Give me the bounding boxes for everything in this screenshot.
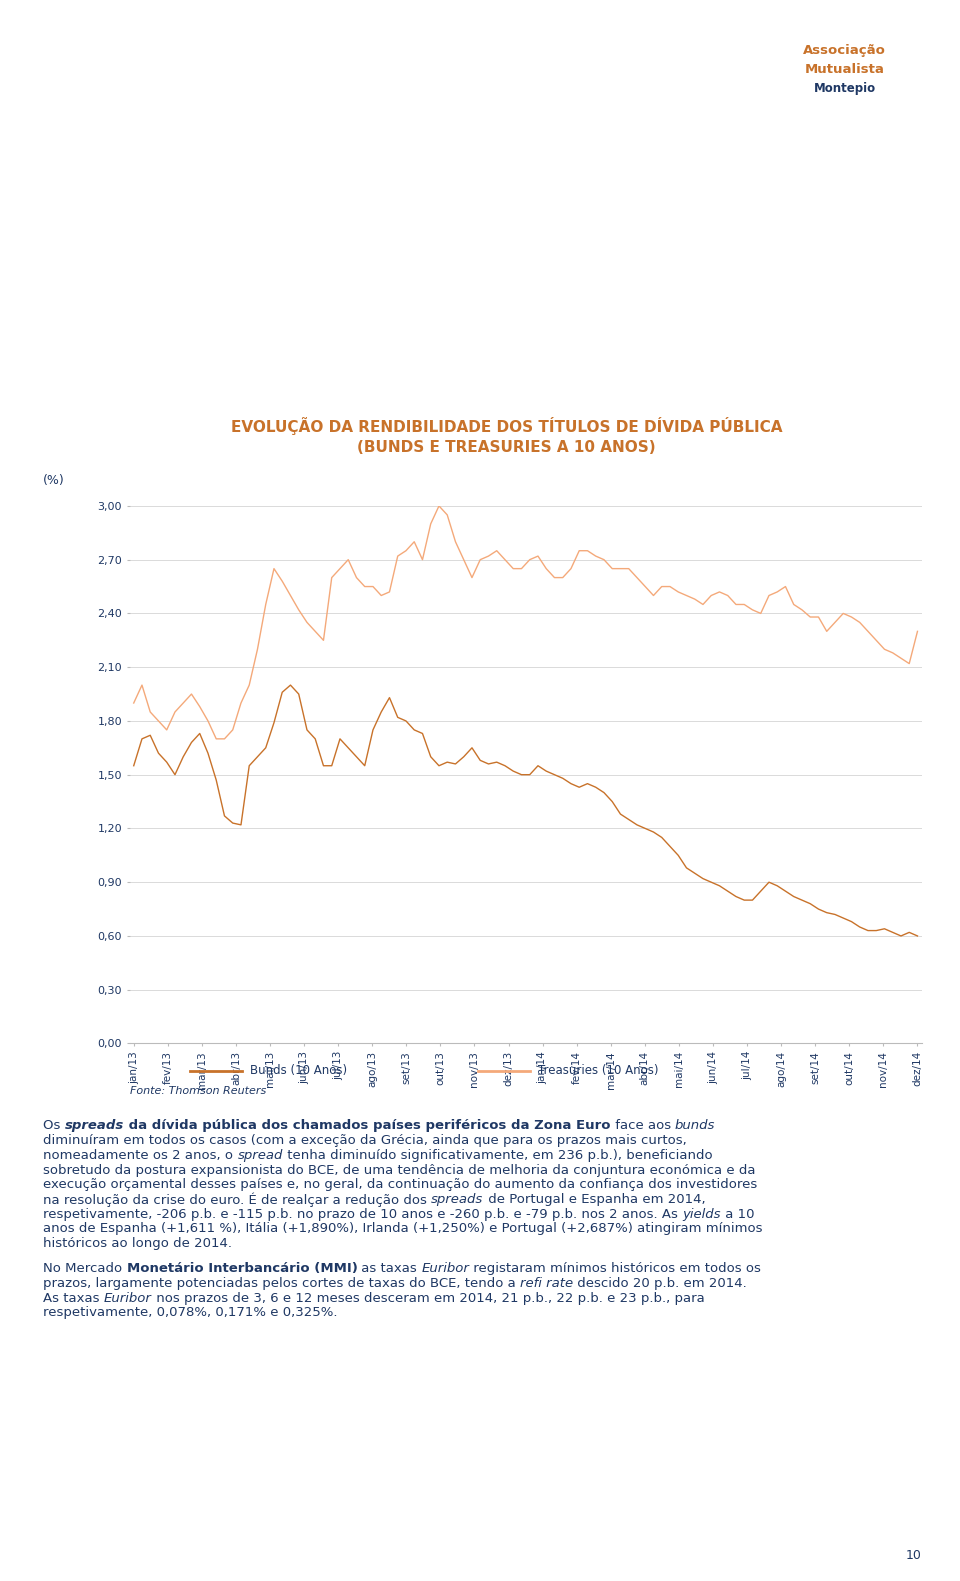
Text: spreads: spreads [431, 1194, 484, 1206]
Text: diminuíram em todos os casos (com a exceção da Grécia, ainda que para os prazos : diminuíram em todos os casos (com a exce… [43, 1134, 687, 1148]
Text: anos de Espanha (+1,611 %), Itália (+1,890%), Irlanda (+1,250%) e Portugal (+2,6: anos de Espanha (+1,611 %), Itália (+1,8… [43, 1222, 762, 1235]
Text: Fonte: Thomson Reuters: Fonte: Thomson Reuters [130, 1086, 266, 1096]
Text: Treasuries (10 Anos): Treasuries (10 Anos) [538, 1064, 659, 1077]
Text: spread: spread [237, 1149, 283, 1162]
Text: prazos, largamente potenciadas pelos cortes de taxas do BCE, tendo a: prazos, largamente potenciadas pelos cor… [43, 1277, 520, 1290]
Text: No Mercado: No Mercado [43, 1262, 127, 1276]
Text: execução orçamental desses países e, no geral, da continuação do aumento da conf: execução orçamental desses países e, no … [43, 1178, 757, 1190]
Text: Euribor: Euribor [421, 1262, 469, 1276]
Text: bunds: bunds [675, 1119, 715, 1132]
Text: registaram mínimos históricos em todos os: registaram mínimos históricos em todos o… [469, 1262, 761, 1276]
Text: na resolução da crise do euro. É de realçar a redução dos: na resolução da crise do euro. É de real… [43, 1194, 431, 1208]
Text: Associação: Associação [804, 44, 886, 57]
Text: Mutualista: Mutualista [804, 63, 885, 76]
Text: spreads: spreads [65, 1119, 124, 1132]
Text: de Portugal e Espanha em 2014,: de Portugal e Espanha em 2014, [484, 1194, 706, 1206]
Text: refi rate: refi rate [520, 1277, 573, 1290]
Text: Os: Os [43, 1119, 65, 1132]
Text: (%): (%) [43, 474, 65, 487]
Text: EVOLUÇÃO DA RENDIBILIDADE DOS TÍTULOS DE DÍVIDA PÚBLICA: EVOLUÇÃO DA RENDIBILIDADE DOS TÍTULOS DE… [230, 417, 782, 435]
Text: Monetário Interbancário (MMI): Monetário Interbancário (MMI) [127, 1262, 357, 1276]
Text: a 10: a 10 [721, 1208, 755, 1221]
Text: da dívida pública dos chamados países periféricos da Zona Euro: da dívida pública dos chamados países pe… [124, 1119, 611, 1132]
Text: tenha diminuído significativamente, em 236 p.b.), beneficiando: tenha diminuído significativamente, em 2… [283, 1149, 712, 1162]
Text: As taxas: As taxas [43, 1292, 104, 1304]
Text: as taxas: as taxas [357, 1262, 421, 1276]
Text: Bunds (10 Anos): Bunds (10 Anos) [250, 1064, 347, 1077]
Text: yields: yields [683, 1208, 721, 1221]
Text: sobretudo da postura expansionista do BCE, de uma tendência de melhoria da conju: sobretudo da postura expansionista do BC… [43, 1164, 756, 1176]
Text: 10: 10 [905, 1549, 922, 1562]
Text: descido 20 p.b. em 2014.: descido 20 p.b. em 2014. [573, 1277, 747, 1290]
Text: Euribor: Euribor [104, 1292, 152, 1304]
Text: nos prazos de 3, 6 e 12 meses desceram em 2014, 21 p.b., 22 p.b. e 23 p.b., para: nos prazos de 3, 6 e 12 meses desceram e… [152, 1292, 705, 1304]
Text: face aos: face aos [611, 1119, 675, 1132]
Text: (BUNDS E TREASURIES A 10 ANOS): (BUNDS E TREASURIES A 10 ANOS) [357, 441, 656, 455]
Text: nomeadamente os 2 anos, o: nomeadamente os 2 anos, o [43, 1149, 237, 1162]
Text: respetivamente, 0,078%, 0,171% e 0,325%.: respetivamente, 0,078%, 0,171% e 0,325%. [43, 1306, 338, 1320]
Text: históricos ao longo de 2014.: históricos ao longo de 2014. [43, 1238, 232, 1251]
Text: Montepio: Montepio [814, 82, 876, 95]
Text: respetivamente, -206 p.b. e -115 p.b. no prazo de 10 anos e -260 p.b. e -79 p.b.: respetivamente, -206 p.b. e -115 p.b. no… [43, 1208, 683, 1221]
